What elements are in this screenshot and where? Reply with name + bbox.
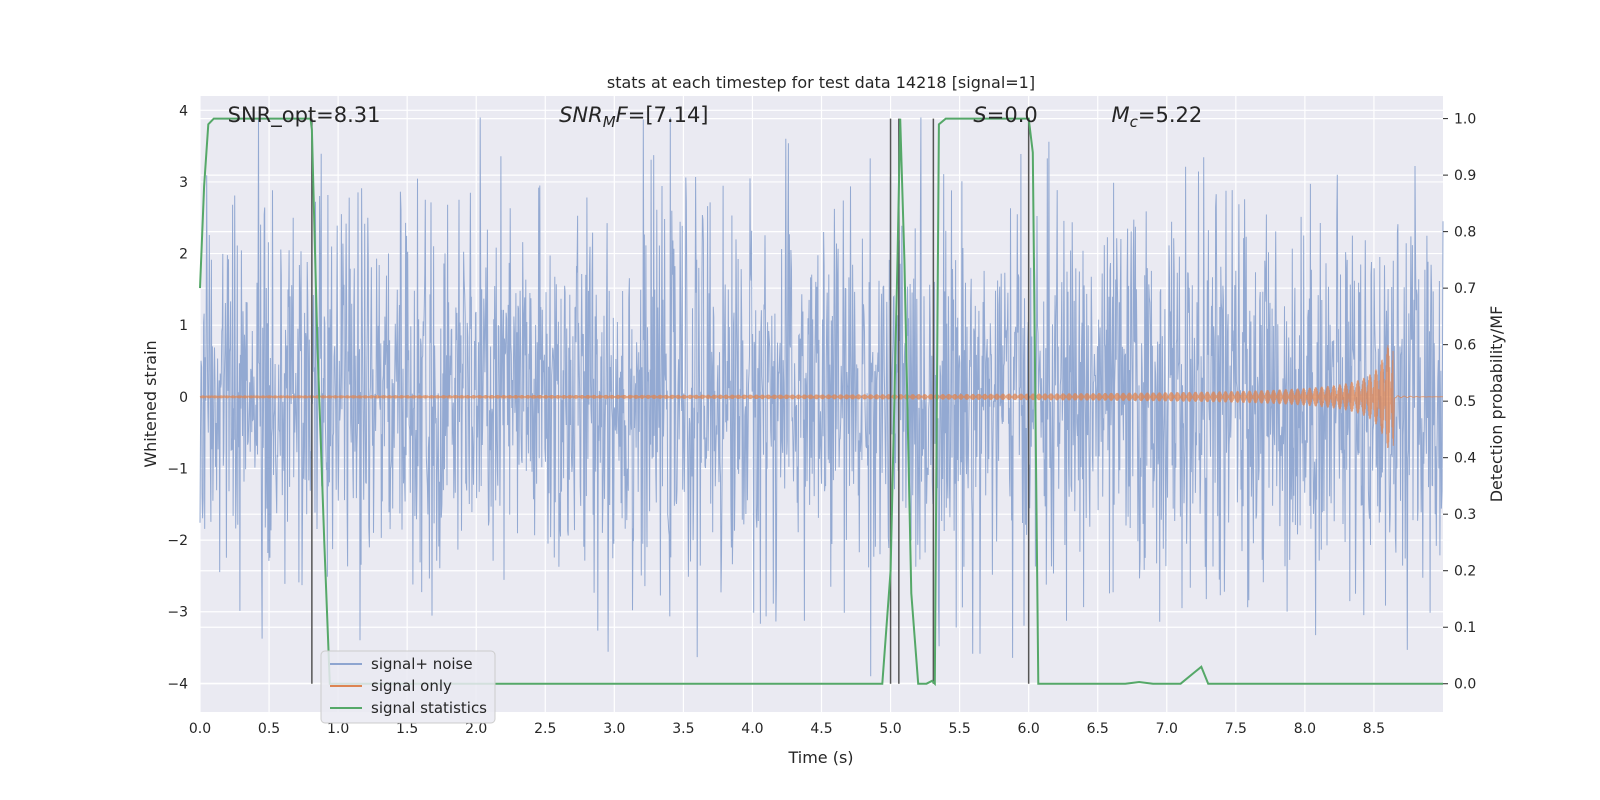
statistics-line <box>199 117 1443 687</box>
x-tick-label-2: 1.0 <box>327 721 349 737</box>
x-tick-label-3: 1.5 <box>396 721 418 737</box>
y2-axis-label: Detection probability/MF <box>1487 306 1506 503</box>
y-tick-label-8: 4 <box>179 103 188 119</box>
y2-tick-label-3: 0.3 <box>1454 507 1476 523</box>
y-tick-label-5: 1 <box>179 318 188 334</box>
x-tick-label-13: 6.5 <box>1087 721 1109 737</box>
y2-axis-ticks: 0.0 0.1 0.2 0.3 0.4 0.5 0.6 0.7 0.8 0.9 1.0 <box>1443 112 1476 693</box>
y-tick-label-3: −1 <box>167 461 188 477</box>
x-axis-label: Time (s) <box>787 748 853 767</box>
signal-line <box>199 345 1443 449</box>
x-tick-label-11: 5.5 <box>948 721 970 737</box>
legend: signal+ noise signal only signal statist… <box>320 650 496 724</box>
chart-title: stats at each timestep for test data 142… <box>607 73 1035 92</box>
y2-tick-label-9: 0.9 <box>1454 168 1476 184</box>
legend-box <box>320 650 496 724</box>
y2-tick-label-10: 1.0 <box>1454 112 1476 128</box>
x-tick-label-5: 2.5 <box>534 721 556 737</box>
x-tick-label-9: 4.5 <box>810 721 832 737</box>
annotation-0: SNR_opt=8.31 <box>228 103 381 128</box>
y-tick-label-7: 3 <box>179 175 188 191</box>
x-tick-label-14: 7.0 <box>1156 721 1178 737</box>
noise-line <box>199 117 1444 677</box>
x-tick-label-17: 8.5 <box>1363 721 1385 737</box>
annotations: SNR_opt=8.31 SNRMF=[7.14] S=0.0 Mc=5.22 <box>228 103 1203 131</box>
legend-label-signal-statistics: signal statistics <box>371 699 487 717</box>
y-tick-label-1: −3 <box>167 605 188 621</box>
y2-tick-label-4: 0.4 <box>1454 451 1476 467</box>
y-axis-label: Whitened strain <box>141 340 160 467</box>
x-tick-label-12: 6.0 <box>1018 721 1040 737</box>
x-axis-ticks: 0.0 0.5 1.0 1.5 2.0 2.5 3.0 3.5 4.0 4.5 5.0 5.5 6.0 6… <box>189 721 1385 737</box>
x-tick-label-6: 3.0 <box>603 721 625 737</box>
legend-label-signal-noise: signal+ noise <box>371 655 473 673</box>
y2-tick-label-1: 0.1 <box>1454 620 1476 636</box>
y-tick-label-0: −4 <box>167 676 188 692</box>
x-tick-label-16: 8.0 <box>1294 721 1316 737</box>
annotation-1: SNRMF=[7.14] <box>559 103 708 131</box>
x-tick-label-7: 3.5 <box>672 721 694 737</box>
x-tick-label-1: 0.5 <box>258 721 280 737</box>
x-tick-label-10: 5.0 <box>879 721 901 737</box>
y-axis-ticks: −4 −3 −2 −1 0 1 2 3 4 <box>167 103 188 692</box>
x-tick-label-4: 2.0 <box>465 721 487 737</box>
series-signal-noise <box>199 117 1444 677</box>
y2-tick-label-5: 0.5 <box>1454 394 1476 410</box>
x-tick-label-8: 4.0 <box>741 721 763 737</box>
x-tick-label-15: 7.5 <box>1225 721 1247 737</box>
y2-tick-label-7: 0.7 <box>1454 281 1476 297</box>
y-tick-label-4: 0 <box>179 390 188 406</box>
y2-tick-label-2: 0.2 <box>1454 564 1476 580</box>
y2-tick-label-0: 0.0 <box>1454 677 1476 693</box>
annotation-3: Mc=5.22 <box>1112 103 1203 131</box>
series-signal-statistics <box>199 117 1443 687</box>
x-tick-label-0: 0.0 <box>189 721 211 737</box>
legend-label-signal-only: signal only <box>371 677 452 695</box>
y2-tick-label-6: 0.6 <box>1454 338 1476 354</box>
y-tick-label-2: −2 <box>167 533 188 549</box>
annotation-2: S=0.0 <box>973 103 1037 127</box>
y2-tick-label-8: 0.8 <box>1454 225 1476 241</box>
series-signal-only <box>199 345 1443 449</box>
y-tick-label-6: 2 <box>179 247 188 263</box>
